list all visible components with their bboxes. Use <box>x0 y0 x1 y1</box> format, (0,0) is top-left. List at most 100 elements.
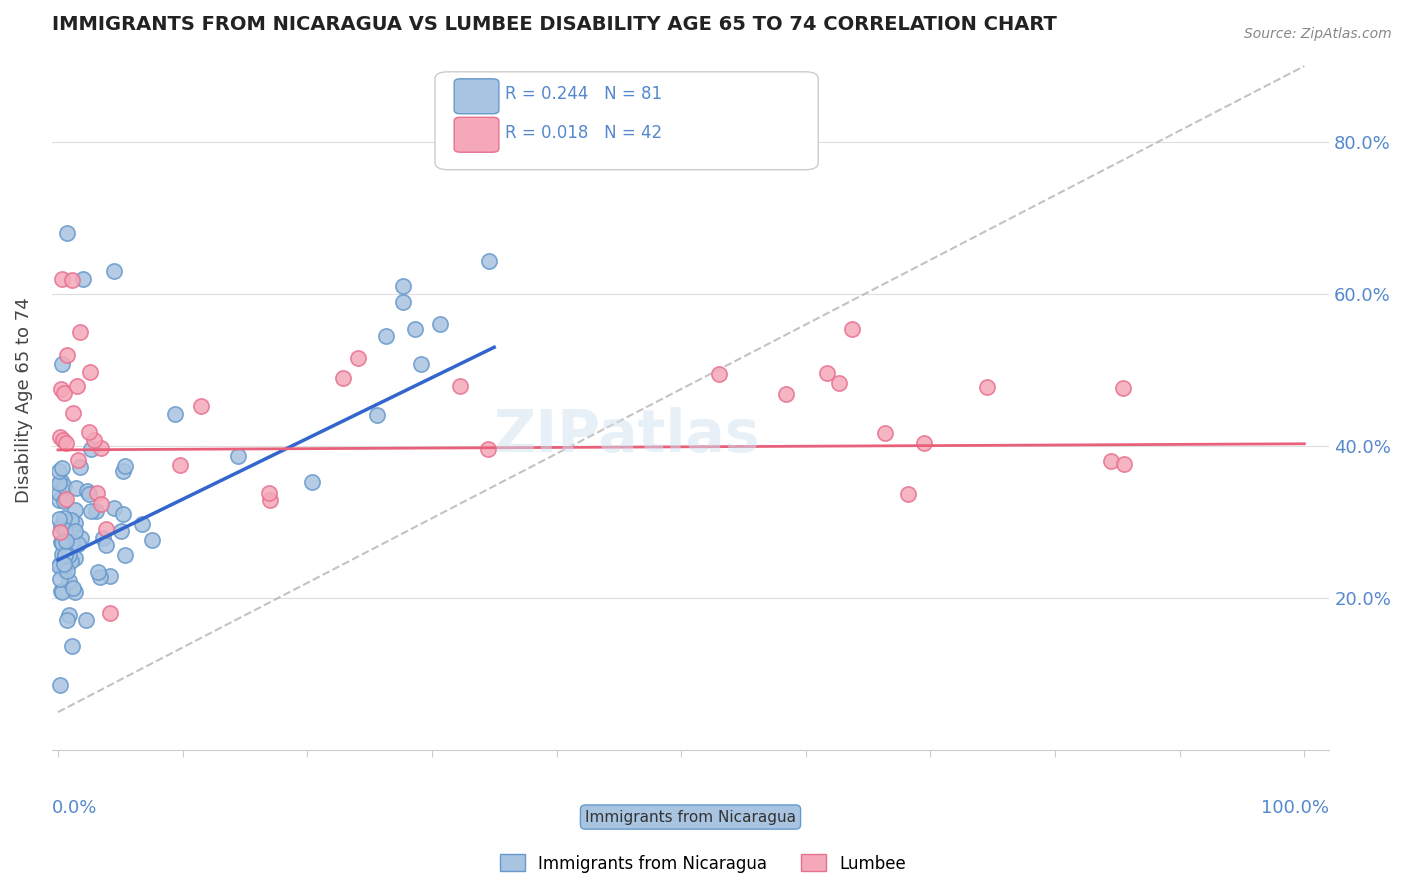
Point <box>60 639 83 653</box>
Point <box>51 519 73 533</box>
Point <box>77 425 100 439</box>
FancyBboxPatch shape <box>434 72 818 169</box>
Point <box>89 570 111 584</box>
FancyBboxPatch shape <box>454 117 499 153</box>
Point <box>65 516 87 530</box>
Point <box>51 535 73 549</box>
Point <box>48 492 70 507</box>
Point <box>52 511 75 525</box>
Point <box>98 607 121 621</box>
Point <box>477 442 499 457</box>
Point <box>55 436 77 450</box>
Point <box>873 425 896 440</box>
Point <box>259 485 281 500</box>
Point <box>79 365 101 379</box>
Point <box>80 504 103 518</box>
Point <box>976 380 998 394</box>
Point <box>48 512 70 526</box>
Point <box>449 379 471 393</box>
Point <box>53 494 76 508</box>
Point <box>58 574 80 589</box>
Point <box>49 584 72 599</box>
Point <box>69 325 91 339</box>
Text: Source: ZipAtlas.com: Source: ZipAtlas.com <box>1244 27 1392 41</box>
Point <box>169 458 191 473</box>
Point <box>53 479 76 493</box>
Point <box>96 522 118 536</box>
Point <box>72 272 94 286</box>
Point <box>775 387 797 401</box>
Point <box>51 357 73 371</box>
Point <box>49 474 72 488</box>
Point <box>86 485 108 500</box>
Point <box>69 459 91 474</box>
Point <box>1114 457 1136 471</box>
Point <box>51 517 73 532</box>
Point <box>114 548 136 562</box>
Point <box>63 503 86 517</box>
Point <box>228 450 250 464</box>
Point <box>58 608 80 623</box>
Point <box>112 507 135 521</box>
Point <box>52 434 75 448</box>
Point <box>53 548 76 562</box>
Point <box>392 278 415 293</box>
Point <box>112 464 135 478</box>
Point <box>53 548 76 562</box>
Point <box>49 430 72 444</box>
Point <box>53 523 76 537</box>
Point <box>49 557 72 571</box>
Point <box>51 547 73 561</box>
FancyBboxPatch shape <box>454 78 499 114</box>
Point <box>392 294 415 309</box>
Text: IMMIGRANTS FROM NICARAGUA VS LUMBEE DISABILITY AGE 65 TO 74 CORRELATION CHART: IMMIGRANTS FROM NICARAGUA VS LUMBEE DISA… <box>52 15 1057 34</box>
Point <box>62 406 84 420</box>
Point <box>67 537 90 551</box>
Point <box>90 497 112 511</box>
Point <box>60 534 83 549</box>
Point <box>84 504 107 518</box>
Point <box>103 501 125 516</box>
Point <box>60 272 83 286</box>
Point <box>841 322 863 336</box>
Point <box>912 436 935 450</box>
Point <box>89 441 111 455</box>
Point <box>1099 454 1122 468</box>
Point <box>86 566 108 580</box>
Point <box>67 453 90 467</box>
Point <box>404 322 426 336</box>
Text: Immigrants from Nicaragua: Immigrants from Nicaragua <box>585 810 796 824</box>
Point <box>66 379 89 393</box>
Point <box>63 551 86 566</box>
Point <box>55 534 77 549</box>
Point <box>65 481 87 495</box>
Point <box>707 367 730 381</box>
Point <box>51 585 73 599</box>
Point <box>49 382 72 396</box>
Point <box>60 554 83 568</box>
Point <box>48 475 70 490</box>
Point <box>301 475 323 490</box>
Legend: Immigrants from Nicaragua, Lumbee: Immigrants from Nicaragua, Lumbee <box>494 847 912 880</box>
Point <box>347 351 370 366</box>
Point <box>409 357 432 371</box>
Point <box>1112 381 1135 395</box>
Point <box>259 492 281 507</box>
Point <box>56 564 79 578</box>
Point <box>827 376 849 391</box>
Point <box>429 317 451 331</box>
Point <box>48 485 70 500</box>
Point <box>53 556 76 570</box>
Point <box>48 572 70 586</box>
Point <box>100 569 122 583</box>
Point <box>59 513 82 527</box>
Point <box>163 407 186 421</box>
Point <box>77 487 100 501</box>
Point <box>55 613 77 627</box>
Point <box>83 433 105 447</box>
Text: R = 0.018   N = 42: R = 0.018 N = 42 <box>505 124 662 142</box>
Point <box>375 328 398 343</box>
Point <box>110 524 132 538</box>
Point <box>332 371 354 385</box>
Point <box>53 563 76 577</box>
